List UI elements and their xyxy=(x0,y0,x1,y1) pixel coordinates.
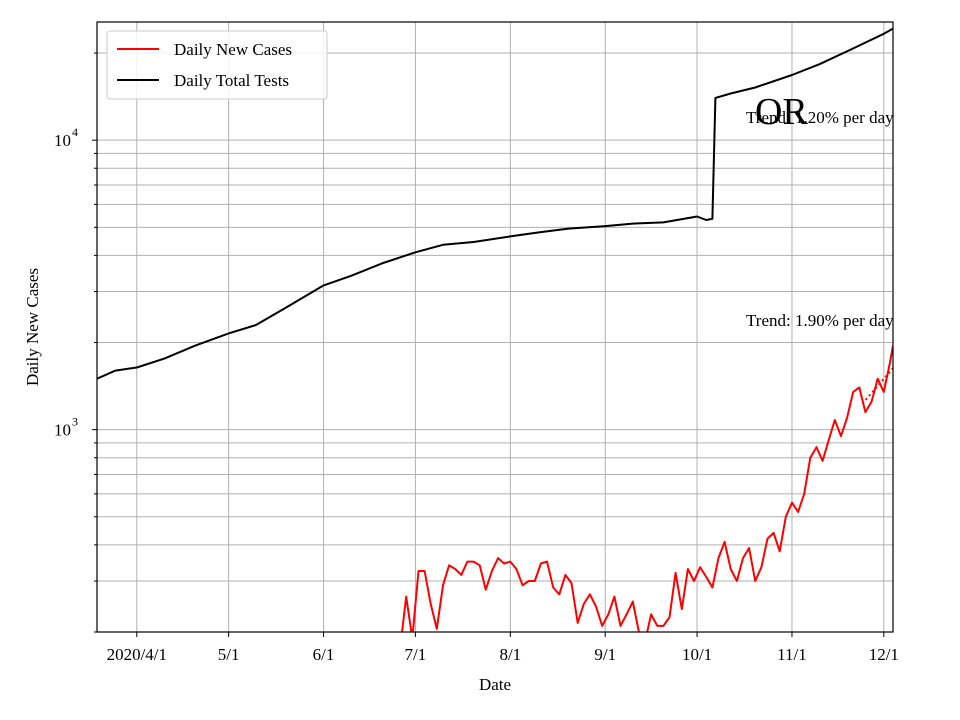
y-tick-label: 10 xyxy=(54,131,71,150)
plot-area xyxy=(97,27,893,632)
x-tick-label: 10/1 xyxy=(682,645,712,664)
trend-annotation-cases: Trend: 1.90% per day xyxy=(746,311,894,330)
x-tick-label: 7/1 xyxy=(405,645,427,664)
legend-box xyxy=(106,30,328,100)
legend-label-tests: Daily Total Tests xyxy=(174,71,289,90)
axis-ticks: 2020/4/1 5/1 6/1 7/1 8/1 9/1 10/1 11/1 12/110 310… xyxy=(54,52,899,664)
x-axis-label: Date xyxy=(479,675,511,694)
x-tick-label: 11/1 xyxy=(777,645,807,664)
legend: Daily New Cases Daily Total Tests xyxy=(106,30,328,100)
y-tick-label: 10 xyxy=(54,421,71,440)
state-label: OR xyxy=(755,91,808,133)
series-line-daily-total-tests xyxy=(97,27,893,380)
x-tick-label: 6/1 xyxy=(313,645,335,664)
x-tick-label: 12/1 xyxy=(869,645,899,664)
x-tick-label: 5/1 xyxy=(218,645,240,664)
series-line-daily-new-cases xyxy=(401,345,893,632)
plot-frame xyxy=(96,21,894,633)
legend-label-cases: Daily New Cases xyxy=(174,40,292,59)
x-tick-label: 8/1 xyxy=(499,645,521,664)
y-tick-label-exponent: 3 xyxy=(72,415,78,429)
x-tick-label: 9/1 xyxy=(594,645,616,664)
y-axis-label: Daily New Cases xyxy=(23,268,42,386)
trend-annotation-tests: Trend: 1.20% per day xyxy=(746,108,894,127)
y-tick-label-exponent: 4 xyxy=(72,125,78,139)
x-tick-label: 2020/4/1 xyxy=(107,645,167,664)
grid xyxy=(97,22,893,633)
